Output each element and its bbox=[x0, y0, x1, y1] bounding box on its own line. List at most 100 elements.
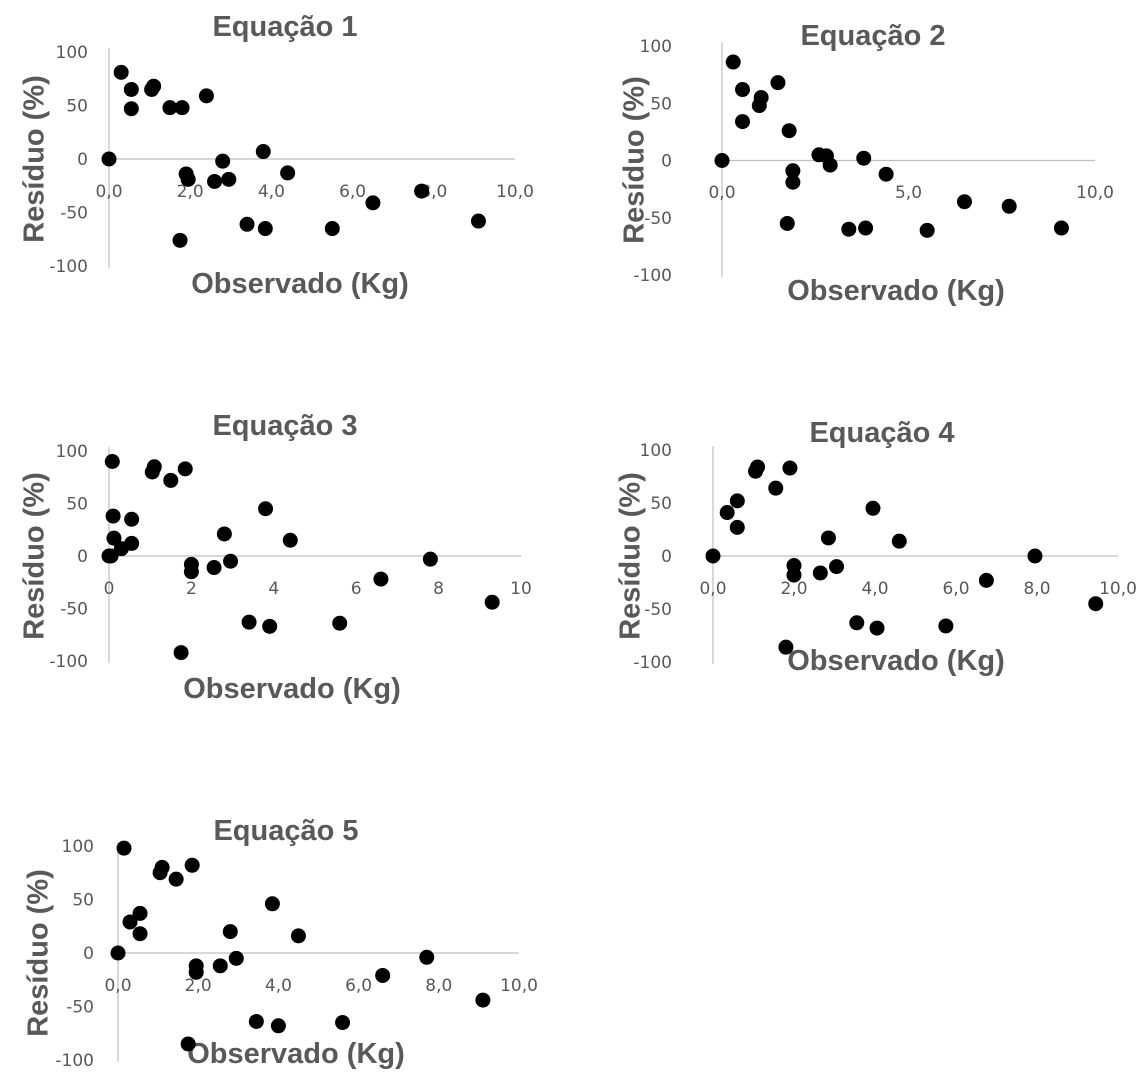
y-tick-label: 0 bbox=[77, 547, 88, 567]
data-point bbox=[223, 553, 239, 569]
data-point bbox=[735, 82, 751, 98]
data-point bbox=[373, 571, 389, 587]
data-point bbox=[768, 480, 784, 496]
x-tick-label: 0,0 bbox=[708, 183, 735, 203]
data-point bbox=[123, 101, 139, 117]
y-tick-label: -100 bbox=[55, 1051, 94, 1071]
data-point bbox=[180, 171, 196, 187]
chart-title: Equação 2 bbox=[800, 20, 945, 52]
data-point bbox=[1027, 548, 1043, 564]
x-tick-label: 4,0 bbox=[265, 976, 292, 996]
data-point bbox=[168, 871, 184, 887]
x-tick-label: 8,0 bbox=[425, 976, 452, 996]
y-tick-label: -100 bbox=[49, 652, 88, 672]
x-tick-label: 8 bbox=[433, 579, 444, 599]
data-point bbox=[869, 620, 885, 636]
y-tick-label: 0 bbox=[661, 547, 672, 567]
y-tick-label: 0 bbox=[77, 150, 88, 170]
y-tick-label: 100 bbox=[640, 37, 672, 57]
data-point bbox=[221, 171, 237, 187]
x-tick-label: 10,0 bbox=[500, 976, 538, 996]
data-point bbox=[332, 615, 348, 631]
data-point bbox=[241, 614, 257, 630]
x-axis-title: Observado (Kg) bbox=[183, 673, 401, 705]
data-point bbox=[725, 54, 741, 70]
y-axis-title: Resíduo (%) bbox=[615, 472, 647, 640]
x-tick-label: 10,0 bbox=[496, 182, 534, 202]
y-tick-label: 0 bbox=[661, 152, 672, 172]
x-axis-title: Observado (Kg) bbox=[187, 1038, 405, 1070]
data-point bbox=[470, 213, 486, 229]
data-point bbox=[163, 472, 179, 488]
data-point bbox=[110, 945, 126, 961]
data-point bbox=[324, 221, 340, 237]
chart-title: Equação 3 bbox=[212, 410, 357, 442]
y-tick-label: 50 bbox=[72, 891, 94, 911]
y-tick-label: -50 bbox=[66, 998, 94, 1018]
data-point bbox=[812, 565, 828, 581]
data-point bbox=[106, 530, 122, 546]
x-tick-label: 10 bbox=[510, 579, 532, 599]
data-point bbox=[116, 840, 132, 856]
data-point bbox=[375, 967, 391, 983]
data-point bbox=[248, 1013, 264, 1029]
x-tick-label: 6,0 bbox=[942, 579, 969, 599]
data-point bbox=[124, 535, 140, 551]
x-axis-title: Observado (Kg) bbox=[191, 268, 409, 300]
chart-title: Equação 5 bbox=[213, 815, 358, 847]
data-point bbox=[365, 195, 381, 211]
data-point bbox=[414, 183, 430, 199]
y-tick-label: 100 bbox=[62, 837, 94, 857]
data-point bbox=[228, 950, 244, 966]
x-tick-label: 4,0 bbox=[258, 182, 285, 202]
data-point bbox=[206, 560, 222, 576]
y-tick-label: 50 bbox=[66, 495, 88, 515]
y-tick-label: -100 bbox=[633, 653, 672, 673]
chart-4: Equação 4 100 50 0 -50 -100 0,0 2,0 4,0 6,0 8,0 10,… bbox=[615, 417, 1137, 677]
chart-title: Equação 4 bbox=[809, 417, 954, 449]
data-point bbox=[878, 166, 894, 182]
data-point bbox=[770, 75, 786, 91]
y-axis-title: Resíduo (%) bbox=[19, 75, 51, 243]
x-tick-label: 2,0 bbox=[780, 579, 807, 599]
y-tick-label: -100 bbox=[49, 257, 88, 277]
data-point bbox=[729, 493, 745, 509]
data-point bbox=[183, 564, 199, 580]
data-point bbox=[938, 618, 954, 634]
x-tick-label: 2 bbox=[186, 579, 197, 599]
y-tick-label: -100 bbox=[633, 266, 672, 286]
x-tick-label: 8,0 bbox=[1023, 579, 1050, 599]
x-tick-label: 4,0 bbox=[861, 579, 888, 599]
data-point bbox=[891, 533, 907, 549]
data-point bbox=[422, 551, 438, 567]
data-point bbox=[782, 460, 798, 476]
y-tick-label: 50 bbox=[650, 494, 672, 514]
data-point bbox=[778, 639, 794, 655]
data-point bbox=[198, 88, 214, 104]
data-point bbox=[856, 150, 872, 166]
data-point bbox=[779, 215, 795, 231]
y-axis-title: Resíduo (%) bbox=[23, 869, 55, 1037]
y-tick-label: -50 bbox=[644, 209, 672, 229]
data-point bbox=[146, 459, 162, 475]
y-tick-label: 50 bbox=[66, 97, 88, 117]
data-point bbox=[841, 221, 857, 237]
data-point bbox=[124, 511, 140, 527]
data-point bbox=[978, 572, 994, 588]
data-point bbox=[786, 567, 802, 583]
x-tick-label: 0,0 bbox=[699, 579, 726, 599]
y-tick-label: 100 bbox=[56, 442, 88, 462]
chart-2: Equação 2 100 50 0 -50 -100 0,0 5,0 10,0 Resíduo … bbox=[619, 20, 1114, 307]
y-tick-label: -50 bbox=[60, 600, 88, 620]
data-point bbox=[264, 896, 280, 912]
data-point bbox=[785, 174, 801, 190]
data-point bbox=[262, 618, 278, 634]
y-tick-label: -50 bbox=[644, 600, 672, 620]
data-point bbox=[1001, 198, 1017, 214]
data-point bbox=[101, 151, 117, 167]
y-tick-label: 100 bbox=[56, 43, 88, 63]
x-tick-label: 5,0 bbox=[895, 183, 922, 203]
data-point bbox=[146, 78, 162, 94]
data-point bbox=[475, 992, 491, 1008]
x-tick-label: 0,0 bbox=[104, 976, 131, 996]
